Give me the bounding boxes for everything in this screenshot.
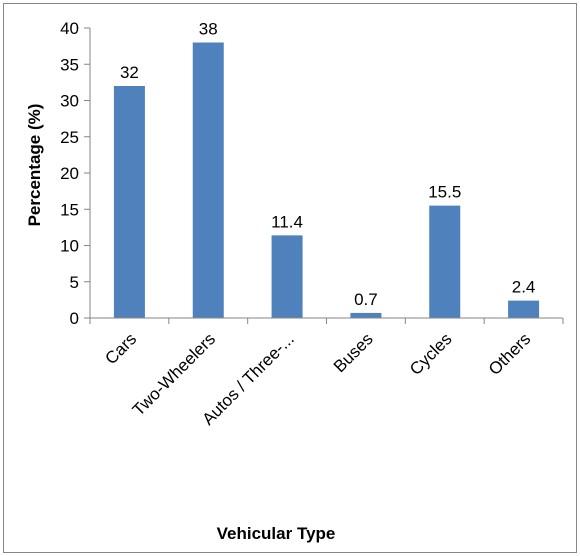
y-tick-label: 15 xyxy=(60,200,79,219)
x-tick-label: Buses xyxy=(330,329,377,376)
bar xyxy=(350,312,382,318)
x-tick-label: Others xyxy=(485,329,535,379)
data-label: 0.7 xyxy=(354,290,378,309)
bar xyxy=(192,42,224,318)
data-label: 11.4 xyxy=(271,212,303,231)
x-tick-label: Cycles xyxy=(406,329,456,379)
x-axis-title: Vehicular Type xyxy=(217,524,336,543)
y-axis-title: Percentage (%) xyxy=(25,104,44,227)
y-tick-label: 5 xyxy=(70,273,79,292)
y-tick-label: 20 xyxy=(60,164,79,183)
bar xyxy=(429,205,461,318)
y-tick-label: 30 xyxy=(60,92,79,111)
bar xyxy=(508,300,540,318)
y-axis-ticks: 0 5 10 15 20 25 30 35 40 xyxy=(60,19,90,328)
data-label: 2.4 xyxy=(512,278,536,297)
bars xyxy=(113,42,540,318)
data-label: 15.5 xyxy=(428,183,461,202)
data-label: 38 xyxy=(199,20,218,39)
x-tick-label: Cars xyxy=(101,329,140,368)
bar-chart: 0 5 10 15 20 25 30 35 40 32 38 11.4 0.7 15.5 2.4 Cars… xyxy=(25,19,564,543)
x-tick-label: Two-Wheelers xyxy=(129,329,219,419)
chart-frame: 0 5 10 15 20 25 30 35 40 32 38 11.4 0.7 15.5 2.4 Cars… xyxy=(3,3,577,553)
bar xyxy=(271,235,303,318)
data-label: 32 xyxy=(120,63,139,82)
y-tick-label: 25 xyxy=(60,128,79,147)
axes xyxy=(89,28,563,319)
y-tick-label: 35 xyxy=(60,55,79,74)
y-tick-label: 40 xyxy=(60,19,79,38)
y-tick-label: 10 xyxy=(60,237,79,256)
data-labels: 32 38 11.4 0.7 15.5 2.4 xyxy=(120,20,535,309)
y-tick-label: 0 xyxy=(70,309,79,328)
bar xyxy=(113,86,145,318)
